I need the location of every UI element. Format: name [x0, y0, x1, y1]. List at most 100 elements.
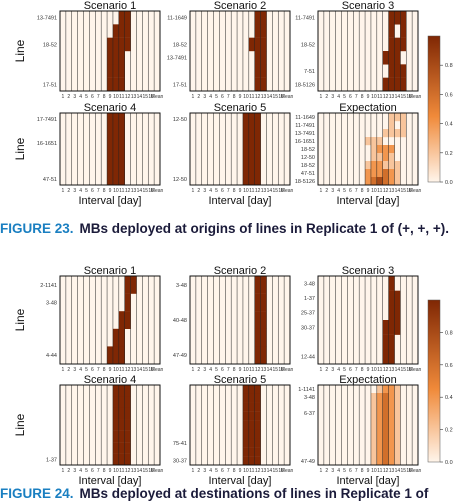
heatmap-cell: [112, 385, 120, 397]
heatmap-cell: [112, 113, 120, 126]
y-tick-label: 30-37: [173, 459, 187, 465]
heatmap-cell: [118, 311, 125, 329]
y-tick-label: 12-50: [301, 155, 315, 161]
heatmap-cell: [388, 129, 395, 138]
heatmap-cell: [118, 430, 125, 443]
heatmap-cell: [382, 169, 389, 178]
heatmap-cell: [394, 409, 401, 418]
x-tick-label: 12: [383, 188, 389, 194]
heatmap-cell: [388, 276, 395, 291]
x-tick-label: 15: [401, 468, 407, 474]
heatmap-cell: [370, 393, 378, 402]
x-tick-label: 8: [103, 94, 106, 100]
heatmap-cell: [124, 37, 131, 52]
y-tick-label: 12-44: [301, 355, 315, 361]
colorbar-tick-label: 0.2: [445, 428, 453, 434]
x-tick-label: 2: [67, 367, 70, 373]
x-axis-label: Interval [day]: [79, 475, 142, 487]
heatmap-cell: [370, 161, 378, 170]
colorbar-tick-label: 0.2: [445, 151, 453, 157]
panel-frame: [317, 10, 419, 92]
heatmap-cell: [388, 305, 395, 321]
heatmap-cell: [107, 161, 114, 174]
heatmap-cell: [124, 442, 131, 454]
x-tick-label: 9: [367, 367, 370, 373]
x-axis-label: Interval [day]: [209, 195, 272, 207]
y-tick-label: 3-48: [46, 300, 57, 306]
x-tick-label: 4: [79, 367, 82, 373]
heatmap-cell: [118, 24, 125, 38]
x-tick-label: 7: [227, 188, 230, 194]
x-tick-label: 13: [389, 468, 395, 474]
heatmap-cell: [382, 320, 389, 335]
heatmap-cell: [118, 149, 125, 162]
heatmap-cell: [400, 24, 407, 38]
y-tick-label: 1-1141: [298, 387, 315, 393]
heatmap-cell: [370, 433, 378, 442]
x-tick-label: 11: [119, 367, 124, 373]
y-tick-label: 75-41: [173, 441, 187, 447]
heatmap-cell: [242, 137, 250, 150]
heatmap-cell: [260, 311, 267, 329]
heatmap-cell: [376, 457, 383, 466]
heatmap-cell: [254, 113, 261, 126]
heatmap-cell: [382, 449, 389, 458]
panel-frame: [59, 275, 161, 365]
heatmap-cell: [394, 441, 401, 450]
heatmap-cell: [382, 145, 389, 154]
x-tick-label: 8: [233, 468, 236, 474]
panel-title: Expectation: [339, 374, 396, 386]
x-tick-label: 1: [320, 468, 323, 474]
heatmap-cell: [394, 51, 401, 65]
heatmap-cell: [400, 113, 407, 122]
x-tick-label: 13: [131, 468, 137, 474]
x-tick-label: Mean: [281, 188, 294, 194]
x-tick-label: 5: [343, 188, 346, 194]
heatmap-cell: [242, 113, 250, 126]
panel-title: Scenario 5: [214, 102, 267, 114]
heatmap-cell: [112, 419, 120, 431]
heatmap-cell: [376, 449, 383, 458]
x-tick-label: 14: [137, 94, 143, 100]
heatmap-cell: [400, 77, 407, 92]
x-tick-label: 1: [320, 188, 323, 194]
heatmap-cell: [248, 447, 255, 457]
heatmap-cell: [370, 409, 378, 418]
heatmap-cell: [254, 447, 261, 457]
heatmap-cell: [382, 457, 389, 466]
y-tick-label: 18-52: [301, 147, 315, 153]
heatmap-cell: [376, 169, 383, 178]
figure-24-number: FIGURE 24.: [0, 486, 74, 501]
heatmap-cell: [248, 125, 255, 138]
heatmap-cell: [400, 11, 407, 25]
heatmap-cell: [394, 161, 401, 170]
heatmap-cell: [118, 407, 125, 420]
x-tick-label: 9: [109, 367, 112, 373]
heatmap-cell: [254, 456, 261, 466]
x-tick-label: 13: [389, 188, 395, 194]
heatmap-cell: [370, 401, 378, 410]
y-tick-label: 3-48: [304, 281, 315, 287]
x-tick-label: 14: [137, 367, 143, 373]
colorbar-tick-label: 0.4: [445, 395, 453, 401]
heatmap-cell: [124, 24, 131, 38]
heatmap-cell: [248, 173, 255, 186]
x-tick-label: 11: [249, 188, 254, 194]
y-axis-label: Line: [13, 137, 27, 160]
heatmap-cell: [400, 121, 407, 130]
heatmap-cell: [107, 51, 114, 65]
x-tick-label: 15: [401, 94, 407, 100]
panel-title: Scenario 2: [214, 265, 267, 277]
heatmap-cell: [124, 311, 131, 329]
x-tick-label: 16: [148, 367, 154, 373]
y-tick-label: 1-37: [304, 296, 315, 302]
heatmap-cell: [388, 77, 395, 92]
x-tick-label: 13: [261, 468, 267, 474]
heatmap-cell: [376, 425, 383, 434]
heatmap-cell: [370, 137, 378, 146]
x-tick-label: 2: [67, 188, 70, 194]
x-tick-label: 1: [62, 468, 65, 474]
x-tick-label: 3: [331, 367, 334, 373]
